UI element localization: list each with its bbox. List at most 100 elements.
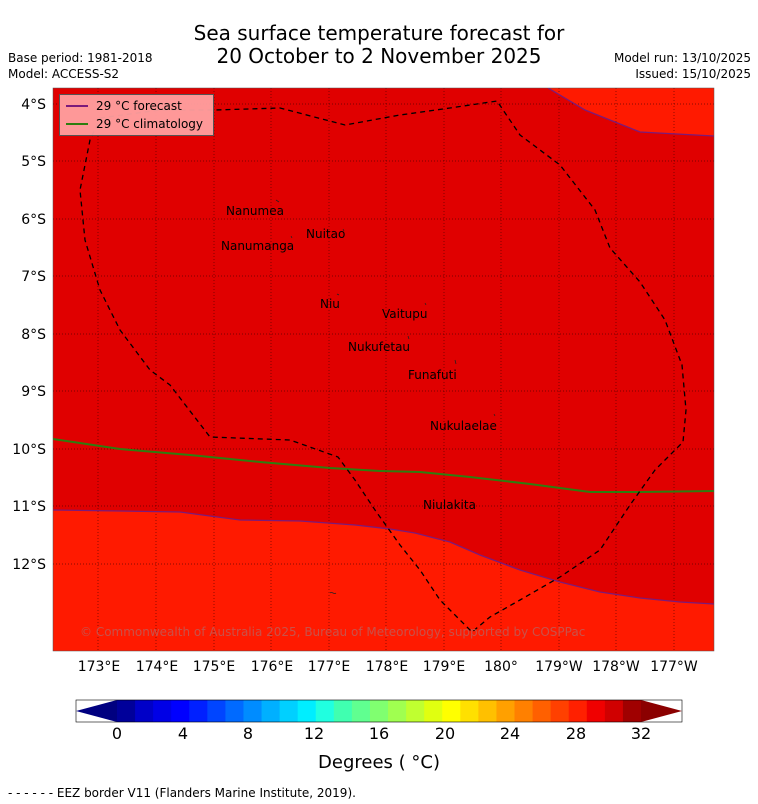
lat-label-10s: 10°S <box>12 442 46 458</box>
lon-axis-labels: 173°E 174°E 175°E 176°E 177°E 178°E 179°… <box>78 659 698 675</box>
colorbar-cell <box>388 700 407 722</box>
colorbar-tick-32: 32 <box>630 724 652 743</box>
copyright-notice: © Commonwealth of Australia 2025, Bureau… <box>80 625 586 639</box>
forecast-line-swatch <box>66 105 88 107</box>
lat-label-4s: 4°S <box>21 97 46 113</box>
place-niu: Niu <box>320 297 340 311</box>
colorbar-cell <box>315 700 335 722</box>
colorbar-cell <box>351 700 371 722</box>
place-nuitao: Nuitao <box>306 227 345 241</box>
colorbar-cell <box>153 700 172 722</box>
model-run: Model run: 13/10/2025 <box>613 51 751 65</box>
colorbar-cell <box>189 700 208 722</box>
lat-label-7s: 7°S <box>21 269 46 285</box>
eez-border <box>79 100 687 633</box>
colorbar-tick-4: 4 <box>177 724 189 743</box>
colorbar-cell <box>550 700 570 722</box>
eez-footnote: - - - - - - EEZ border V11 (Flanders Mar… <box>8 786 356 800</box>
colorbar-cell <box>135 700 154 722</box>
title-line-2: 20 October to 2 November 2025 <box>216 44 542 68</box>
contour-legend: 29 °C forecast 29 °C climatology <box>59 94 214 136</box>
lat-label-8s: 8°S <box>21 327 46 343</box>
colorbar-cell <box>532 700 552 722</box>
colorbar-cell <box>442 700 461 722</box>
place-funafuti: Funafuti <box>408 368 457 382</box>
metadata-left: Base period: 1981-2018 Model: ACCESS-S2 <box>8 50 153 82</box>
colorbar-cell <box>369 700 389 722</box>
colorbar <box>75 699 683 723</box>
lon-label-178w: 178°W <box>592 659 640 675</box>
colorbar-lower-extend <box>76 700 117 722</box>
colorbar-tick-24: 24 <box>499 724 521 743</box>
legend-forecast: 29 °C forecast <box>66 97 182 115</box>
colorbar-tick-0: 0 <box>111 724 123 743</box>
place-nanumanga: Nanumanga <box>221 239 294 253</box>
colorbar-upper-extend <box>641 700 682 722</box>
lat-label-9s: 9°S <box>21 384 46 400</box>
legend-climatology-label: 29 °C climatology <box>96 117 204 131</box>
place-vaitupu: Vaitupu <box>382 307 428 321</box>
grid-lines <box>53 88 714 651</box>
place-nanumea: Nanumea <box>226 204 284 218</box>
lon-label-174e: 174°E <box>136 659 179 675</box>
colorbar-tick-20: 20 <box>434 724 456 743</box>
colorbar-cell <box>261 700 281 722</box>
colorbar-tick-16: 16 <box>368 724 390 743</box>
colorbar-cell <box>333 700 353 722</box>
lon-label-177e: 177°E <box>308 659 351 675</box>
climatology-line-swatch <box>66 123 88 125</box>
colorbar-cell <box>225 700 244 722</box>
place-nukulaelae: Nukulaelae <box>430 419 497 433</box>
colorbar-cell <box>117 700 136 722</box>
lon-label-176e: 176°E <box>251 659 294 675</box>
chart-title: Sea surface temperature forecast for 20 … <box>0 22 758 68</box>
forecast-contour-south <box>53 509 714 605</box>
colorbar-cell <box>622 700 642 722</box>
place-nukufetau: Nukufetau <box>348 340 410 354</box>
lat-label-5s: 5°S <box>21 154 46 170</box>
lat-axis-labels: 4°S 5°S 6°S 7°S 8°S 9°S 10°S 11°S 12°S <box>12 97 46 573</box>
colorbar-cell <box>243 700 263 722</box>
title-line-1: Sea surface temperature forecast for <box>193 21 565 45</box>
lon-label-175e: 175°E <box>193 659 236 675</box>
colorbar-cell <box>586 700 606 722</box>
lat-label-12s: 12°S <box>12 557 46 573</box>
colorbar-cell <box>207 700 226 722</box>
lon-label-173e: 173°E <box>78 659 121 675</box>
colorbar-cell <box>424 700 443 722</box>
legend-forecast-label: 29 °C forecast <box>96 99 182 113</box>
colorbar-cell <box>406 700 425 722</box>
lat-label-6s: 6°S <box>21 212 46 228</box>
colorbar-title: Degrees ( °C) <box>318 752 440 773</box>
issued-date: Issued: 15/10/2025 <box>635 67 751 81</box>
colorbar-cell <box>568 700 588 722</box>
lon-label-179w: 179°W <box>535 659 583 675</box>
colorbar-cell <box>279 700 299 722</box>
lon-label-179e: 179°E <box>423 659 466 675</box>
lon-label-180: 180° <box>484 659 518 675</box>
lon-label-178e: 178°E <box>366 659 409 675</box>
colorbar-cell <box>478 700 497 722</box>
climatology-contour <box>53 438 714 493</box>
colorbar-cell <box>496 700 516 722</box>
forecast-contour-north <box>547 88 714 137</box>
colorbar-cell <box>604 700 624 722</box>
model-name: Model: ACCESS-S2 <box>8 67 120 81</box>
colorbar-cell <box>297 700 317 722</box>
colorbar-cell <box>460 700 479 722</box>
place-labels: Nanumea Nuitao Nanumanga Niu Vaitupu Nuk… <box>221 204 497 512</box>
legend-climatology: 29 °C climatology <box>66 115 203 133</box>
colorbar-tick-8: 8 <box>242 724 254 743</box>
base-period: Base period: 1981-2018 <box>8 51 153 65</box>
lat-label-11s: 11°S <box>12 499 46 515</box>
colorbar-tick-28: 28 <box>565 724 587 743</box>
metadata-right: Model run: 13/10/2025 Issued: 15/10/2025 <box>614 50 751 82</box>
colorbar-cells <box>117 700 642 722</box>
island-marks <box>275 199 496 594</box>
region-above-29 <box>53 88 714 604</box>
colorbar-cell <box>514 700 534 722</box>
colorbar-tick-12: 12 <box>303 724 325 743</box>
lon-label-177w: 177°W <box>650 659 698 675</box>
colorbar-cell <box>171 700 190 722</box>
